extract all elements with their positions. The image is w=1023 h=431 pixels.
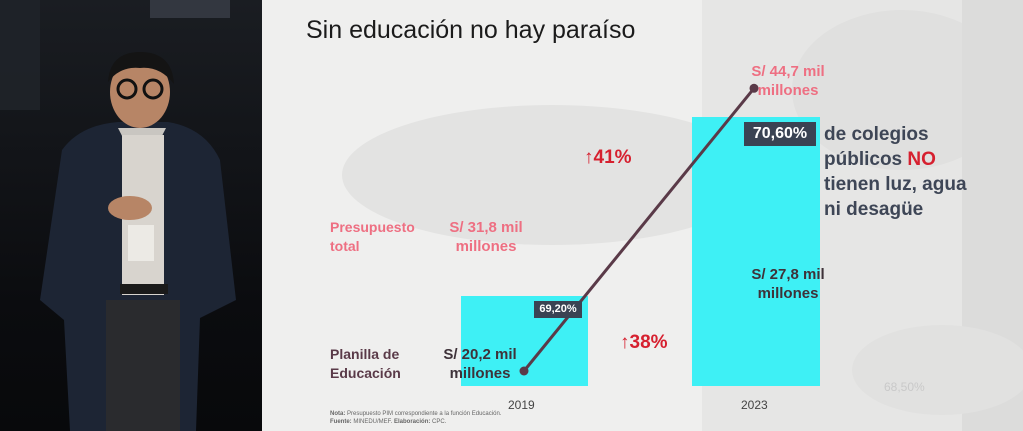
- bar-2023: [692, 117, 820, 386]
- point-planilla-2023: [749, 83, 759, 93]
- data-label-planilla-2023-line1: S/ 27,8 mil: [751, 266, 825, 283]
- line-planilla: [522, 87, 756, 372]
- legend-presupuesto-line2: total: [330, 238, 360, 254]
- annotation-line3: tienen luz, agua: [824, 174, 967, 195]
- presentation-slide: Sin educación no hay paraíso Presupuesto…: [262, 0, 1023, 431]
- growth-planilla-value: 38%: [629, 332, 668, 353]
- data-label-presupuesto-2023-line1: S/ 44,7 mil: [751, 63, 825, 80]
- growth-presupuesto: ↑41%: [584, 147, 632, 168]
- background-ghost-value: 68,50%: [884, 380, 925, 394]
- data-label-planilla-2019-line1: S/ 20,2 mil: [443, 346, 517, 363]
- x-tick-2023: 2023: [741, 398, 768, 412]
- bar-label-2019: 69,20%: [534, 301, 582, 318]
- legend-planilla-line2: Educación: [330, 365, 401, 381]
- footnote: Nota: Presupuesto PIM correspondiente a …: [330, 410, 501, 426]
- point-planilla-2019: [519, 366, 529, 376]
- legend-presupuesto: Presupuesto total: [330, 218, 415, 256]
- chart: [461, 83, 820, 386]
- bar-label-2023: 70,60%: [744, 122, 816, 146]
- legend-presupuesto-line1: Presupuesto: [330, 219, 415, 235]
- data-label-presupuesto-2019-line2: millones: [455, 238, 517, 255]
- data-label-planilla-2019: S/ 20,2 mil millones: [424, 345, 536, 383]
- growth-planilla: ↑38%: [620, 332, 668, 353]
- data-label-presupuesto-2019: S/ 31,8 mil millones: [430, 218, 542, 256]
- data-label-planilla-2023-line2: millones: [757, 285, 819, 302]
- annotation-line2a: públicos: [824, 149, 903, 170]
- footnote-nota: Nota: Presupuesto PIM correspondiente a …: [330, 411, 502, 417]
- data-label-planilla-2019-line2: millones: [449, 365, 511, 382]
- data-label-presupuesto-2019-line1: S/ 31,8 mil: [449, 219, 523, 236]
- annotation-line1: de colegios: [824, 124, 929, 145]
- data-label-planilla-2023: S/ 27,8 mil millones: [732, 265, 844, 303]
- footnote-fuente: Fuente: MINEDU/MEF. Elaboración: CPC.: [330, 419, 447, 425]
- annotation-line2b: NO: [907, 149, 936, 170]
- data-label-presupuesto-2023: S/ 44,7 mil millones: [732, 62, 844, 100]
- annotation-text: de colegios públicos NO tienen luz, agua…: [824, 122, 967, 222]
- slide-title: Sin educación no hay paraíso: [306, 16, 636, 44]
- legend-planilla: Planilla de Educación: [330, 345, 401, 383]
- speaker-figure: [0, 0, 236, 431]
- x-tick-2019: 2019: [508, 398, 535, 412]
- legend-planilla-line1: Planilla de: [330, 346, 400, 362]
- growth-presupuesto-value: 41%: [593, 147, 632, 168]
- data-label-presupuesto-2023-line2: millones: [757, 82, 819, 99]
- video-stage: [0, 0, 262, 431]
- annotation-line2: públicos NO: [824, 147, 967, 172]
- annotation-line4: ni desagüe: [824, 199, 924, 220]
